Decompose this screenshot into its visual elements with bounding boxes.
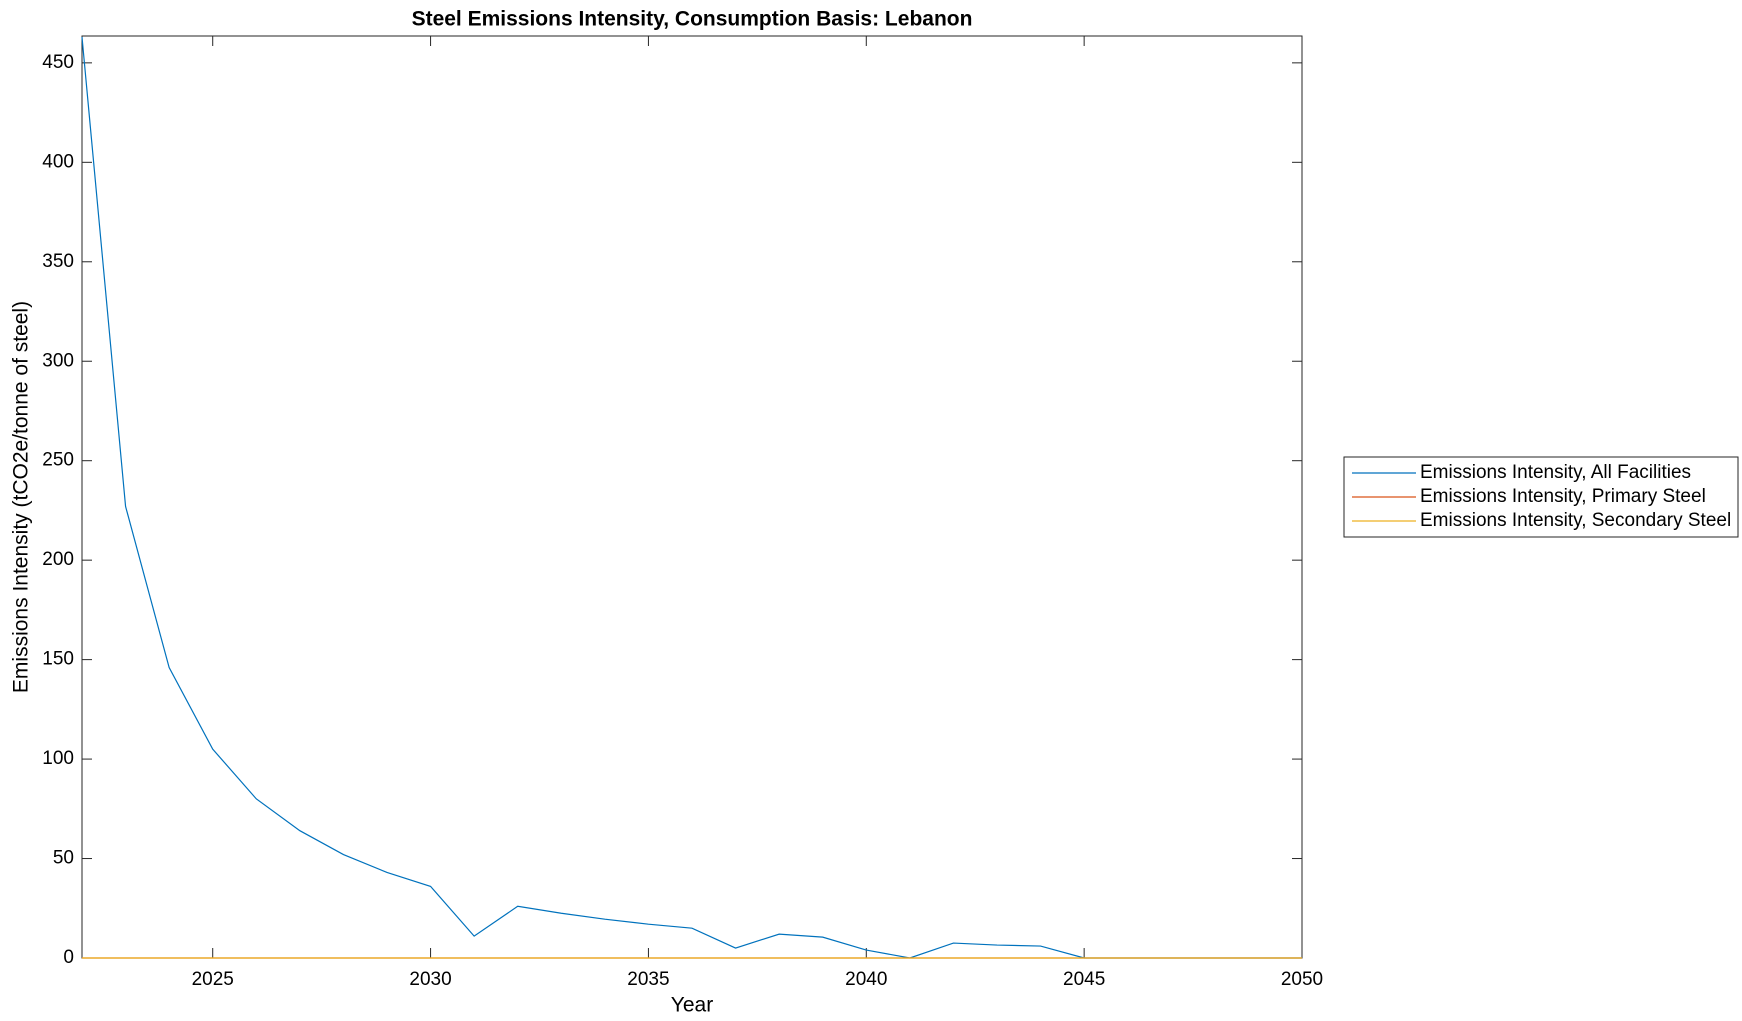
y-tick-label: 300 — [42, 350, 74, 371]
y-tick-label: 450 — [42, 52, 74, 73]
y-tick-label: 200 — [42, 549, 74, 570]
legend-label: Emissions Intensity, Secondary Steel — [1420, 510, 1731, 531]
x-tick-label: 2040 — [845, 969, 887, 990]
legend-label: Emissions Intensity, Primary Steel — [1420, 486, 1706, 507]
x-axis-label: Year — [671, 994, 713, 1017]
legend-label: Emissions Intensity, All Facilities — [1420, 462, 1691, 483]
y-tick-label: 350 — [42, 251, 74, 272]
y-tick-label: 0 — [63, 947, 74, 968]
x-tick-label: 2050 — [1281, 969, 1323, 990]
y-tick-label: 100 — [42, 748, 74, 769]
y-axis-label: Emissions Intensity (tCO2e/tonne of stee… — [10, 301, 33, 693]
y-tick-label: 400 — [42, 151, 74, 172]
y-tick-label: 50 — [53, 848, 74, 869]
plot-area — [81, 35, 1303, 959]
chart-title: Steel Emissions Intensity, Consumption B… — [412, 8, 973, 31]
x-tick-label: 2030 — [409, 969, 451, 990]
x-tick-label: 2035 — [627, 969, 669, 990]
legend: Emissions Intensity, All Facilities Emiss… — [1343, 456, 1739, 538]
x-tick-label: 2045 — [1063, 969, 1105, 990]
y-tick-label: 150 — [42, 649, 74, 670]
y-tick-label: 250 — [42, 450, 74, 471]
x-tick-label: 2025 — [192, 969, 234, 990]
